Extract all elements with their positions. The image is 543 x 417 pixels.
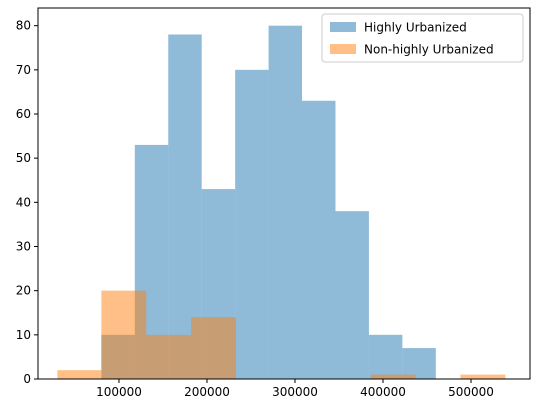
histogram-bar [101,290,147,379]
y-tick-label: 80 [16,19,31,33]
x-tick-label: 300000 [272,385,318,399]
y-tick-label: 60 [16,107,31,121]
y-tick-label: 70 [16,63,31,77]
histogram-bar [335,211,369,379]
x-tick-label: 500000 [448,385,494,399]
histogram-bar [235,69,269,379]
legend-swatch [330,22,356,32]
series-2 [57,290,506,379]
y-tick-label: 40 [16,195,31,209]
plot-frame [37,7,531,380]
x-tick-label: 200000 [184,385,230,399]
y-tick-label: 10 [16,328,31,342]
histogram-bar [57,370,102,379]
bars-layer [57,25,506,380]
legend-label: Non-highly Urbanized [364,43,494,57]
y-tick-label: 30 [16,240,31,254]
x-tick-label: 400000 [360,385,406,399]
histogram-bar [191,317,237,379]
histogram-bar [368,334,403,379]
x-tick-label: 100000 [96,385,142,399]
y-tick-label: 0 [23,372,31,386]
y-tick-label: 20 [16,284,31,298]
histogram-bar [268,25,303,380]
histogram-bar [370,374,416,379]
y-tick-label: 50 [16,151,31,165]
legend-swatch [330,44,356,54]
legend-label: Highly Urbanized [364,21,467,35]
histogram-bar [402,348,436,379]
histogram-bar [146,334,192,379]
histogram-bar [460,374,506,379]
legend-box [321,13,524,63]
legend: Highly Urbanized Non-highly Urbanized [321,13,524,63]
histogram-bar [302,100,336,379]
axes-layer: 100000 200000 300000 400000 500000 0 10 20 30 40 5… [16,7,531,399]
